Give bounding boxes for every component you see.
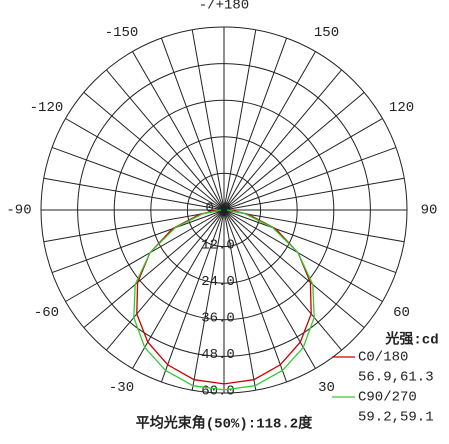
theta-tick-label: -120 (30, 100, 64, 116)
spoke (223, 177, 405, 211)
spoke (223, 209, 343, 351)
r-tick-label: 36.0 (201, 311, 235, 327)
spoke (223, 209, 397, 274)
spoke (105, 69, 225, 211)
spoke (83, 209, 225, 329)
series-line (133, 209, 315, 391)
spoke (223, 209, 365, 329)
spoke (223, 51, 316, 211)
theta-tick-label: 90 (421, 203, 438, 219)
theta-tick-label: -/+180 (199, 0, 249, 14)
r-tick-label: 60.0 (201, 384, 235, 400)
spoke (223, 209, 257, 391)
spoke (43, 209, 225, 243)
spoke (223, 209, 383, 302)
theta-tick-label: -90 (6, 203, 31, 219)
grid-circle (113, 99, 335, 321)
r-tick-label: 48.0 (201, 347, 235, 363)
spoke (51, 209, 225, 274)
footer: 平均光束角(50%):118.2度 (136, 415, 313, 433)
spoke (223, 37, 288, 211)
spoke (223, 69, 343, 211)
legend-label: C90/270 (358, 390, 417, 406)
spoke (105, 209, 225, 351)
spoke (160, 37, 225, 211)
legend-label: C0/180 (358, 350, 408, 366)
spoke (160, 209, 225, 383)
legend-title: 光强:cd (384, 331, 438, 349)
theta-tick-label: 60 (393, 305, 410, 321)
spoke (223, 209, 405, 243)
spoke (132, 51, 225, 211)
legend-stats: 56.9,61.3 (358, 370, 434, 386)
theta-tick-label: -60 (34, 305, 59, 321)
spoke (223, 29, 257, 211)
r-tick-label: 0.0 (205, 201, 230, 217)
spoke (83, 91, 225, 211)
spoke (223, 209, 288, 383)
spoke (223, 118, 383, 211)
spoke (223, 146, 397, 211)
spoke (191, 209, 225, 391)
spoke (223, 91, 365, 211)
theta-tick-label: 30 (318, 380, 335, 396)
grid-circle (40, 26, 408, 394)
spoke (65, 209, 225, 302)
theta-tick-label: -30 (109, 380, 134, 396)
theta-tick-label: -150 (105, 25, 139, 41)
theta-tick-label: 150 (314, 25, 339, 41)
spoke (65, 118, 225, 211)
grid-circle (186, 172, 262, 248)
spoke (43, 177, 225, 211)
grid-circle (150, 136, 298, 284)
spoke (51, 146, 225, 211)
grid-circle (77, 63, 371, 357)
r-tick-label: 24.0 (201, 274, 235, 290)
spoke (191, 29, 225, 211)
r-tick-label: 12.0 (201, 237, 235, 253)
theta-tick-label: 120 (389, 100, 414, 116)
legend-stats: 59.2,59.1 (358, 410, 434, 426)
